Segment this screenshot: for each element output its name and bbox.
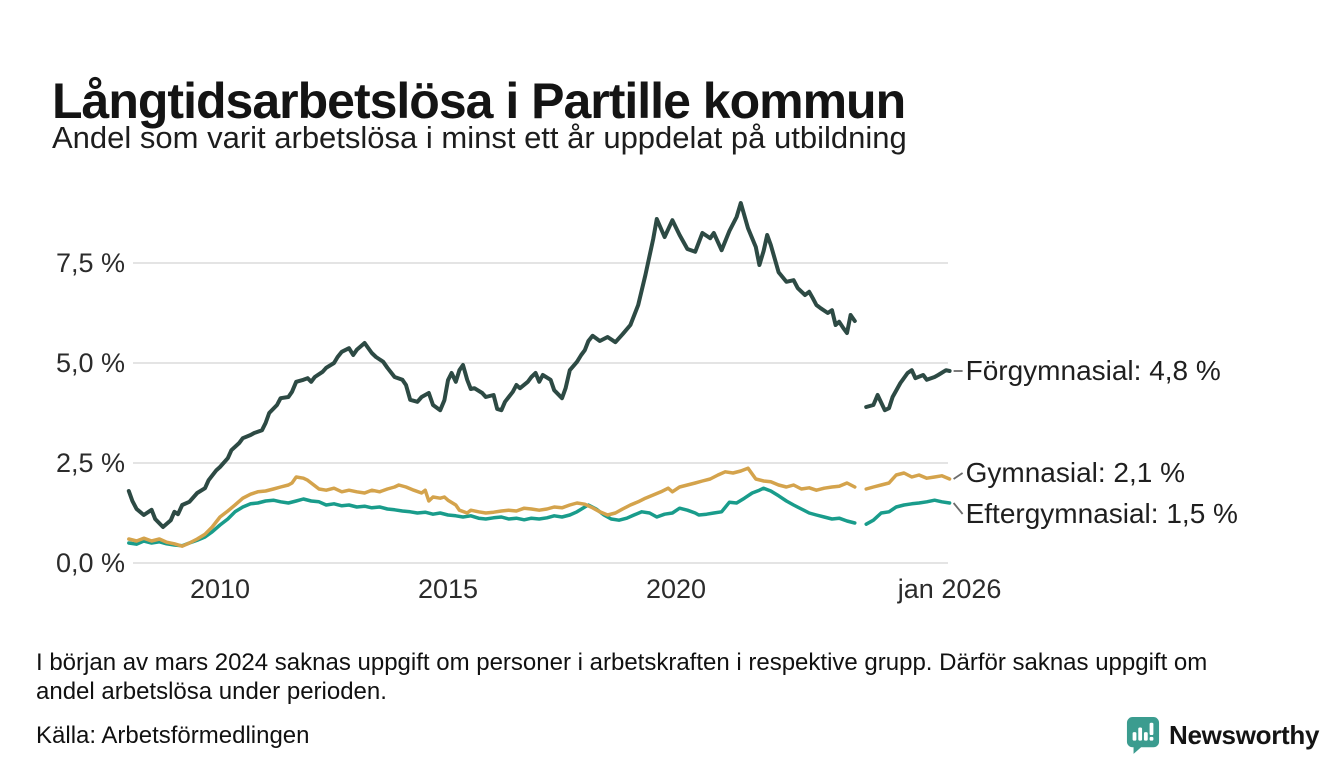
x-axis-tick-label: 2010 [190, 574, 250, 604]
series-line-eftergymnasial [127, 486, 857, 548]
page-title: Långtidsarbetslösa i Partille kommun [52, 72, 906, 129]
series-label-gymnasial: Gymnasial: 2,1 % [965, 457, 1186, 488]
series-label-eftergymnasial: Eftergymnasial: 1,5 % [965, 498, 1238, 529]
series-line-gymnasial [127, 466, 857, 548]
series-line-förgymnasial [126, 201, 857, 529]
y-axis-tick-label: 0,0 % [56, 548, 125, 578]
x-axis-tick-label: 2020 [646, 574, 706, 604]
newsworthy-logo-text: Newsworthy [1169, 719, 1320, 750]
y-axis-tick-label: 5,0 % [56, 348, 125, 378]
series-line-gymnasial [864, 471, 952, 491]
series-label-forgymnasial: Förgymnasial: 4,8 % [965, 355, 1221, 386]
newsworthy-branding: Newsworthy [1126, 716, 1319, 754]
footnote-line-1: I början av mars 2024 saknas uppgift om … [36, 649, 1208, 676]
x-axis-tick-label: jan 2026 [897, 574, 1002, 604]
footnote-line-2: andel arbetslösa under perioden. [36, 678, 387, 705]
series-line-förgymnasial [864, 368, 952, 413]
label-connector [953, 472, 964, 480]
y-axis-tick-label: 2,5 % [56, 448, 125, 478]
source-credit: Källa: Arbetsförmedlingen [36, 722, 310, 749]
line-chart: 0,0 % 2,5 % 5,0 % 7,5 % 2010 2015 2020 jan 2026 [56, 201, 1002, 604]
page-subtitle: Andel som varit arbetslösa i minst ett å… [52, 120, 907, 155]
y-axis-tick-label: 7,5 % [56, 248, 125, 278]
x-axis-tick-label: 2015 [418, 574, 478, 604]
newsworthy-logo-icon [1126, 717, 1160, 754]
label-connector [952, 502, 964, 515]
series-line-eftergymnasial [864, 498, 952, 526]
